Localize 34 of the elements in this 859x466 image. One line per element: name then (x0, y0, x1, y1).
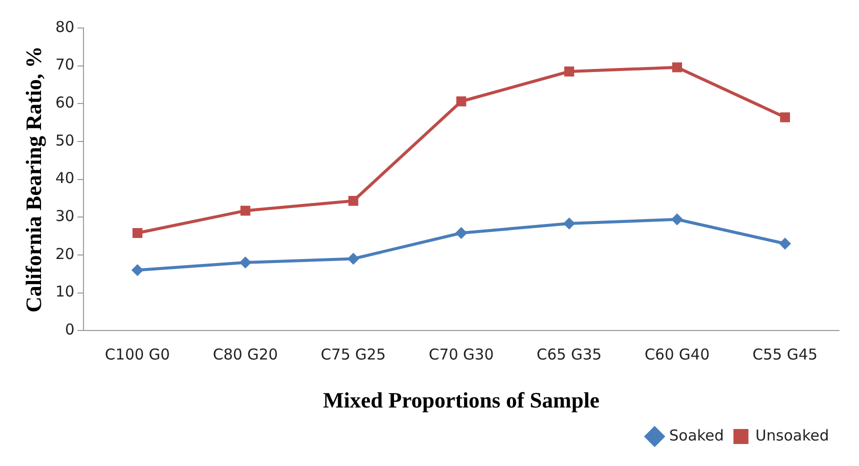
point (671, 213, 684, 226)
point (672, 62, 682, 72)
y-tick-label: 20 (55, 244, 74, 263)
y-tick-label: 10 (55, 282, 74, 301)
point (239, 256, 252, 269)
point (779, 238, 792, 250)
legend-label: Soaked (669, 426, 724, 444)
y-axis-title: California Bearing Ratio, % (20, 46, 46, 313)
x-tick-label: C80 G20 (212, 345, 278, 364)
y-tick-label: 0 (64, 320, 74, 338)
x-tick-label: C55 G45 (752, 345, 818, 364)
x-tick-label: C70 G30 (428, 345, 494, 364)
y-tick-label: 80 (55, 18, 74, 36)
y-tick-label: 30 (55, 207, 74, 226)
point (347, 252, 360, 265)
point (132, 228, 142, 238)
point (456, 96, 466, 106)
point (348, 196, 358, 206)
point (564, 66, 574, 76)
y-tick-label: 60 (55, 94, 74, 112)
point (131, 264, 144, 276)
point (240, 206, 250, 216)
x-axis-title: Mixed Proportions of Sample (323, 387, 600, 412)
y-tick-label: 40 (55, 169, 74, 188)
x-tick-label: C65 G35 (536, 345, 602, 364)
point (780, 112, 790, 122)
legend-label: Unsoaked (755, 426, 830, 444)
x-tick-label: C60 G40 (644, 345, 710, 364)
point (455, 227, 468, 240)
y-tick-label: 50 (55, 131, 74, 150)
x-tick-label: C100 G0 (104, 345, 170, 364)
x-tick-label: C75 G25 (320, 345, 386, 364)
y-tick-label: 70 (55, 56, 74, 74)
point (563, 218, 576, 230)
